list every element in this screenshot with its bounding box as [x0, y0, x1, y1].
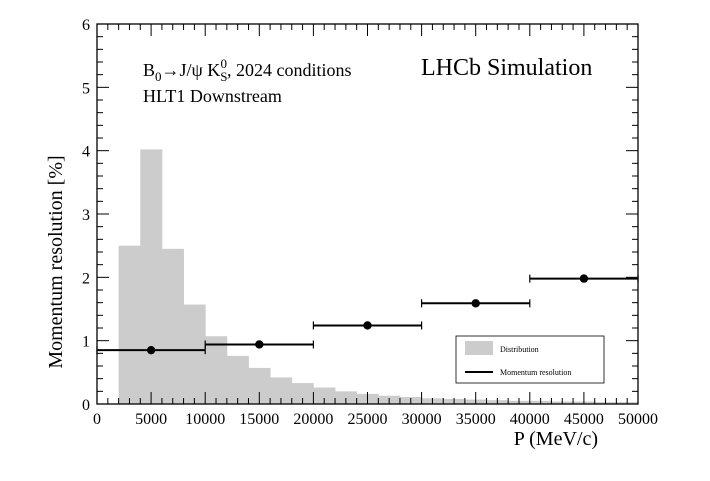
x-tick-label: 25000	[348, 411, 388, 428]
trigger-label: HLT1 Downstream	[143, 86, 282, 106]
resolution-point	[471, 299, 480, 308]
x-tick-label: 50000	[618, 411, 658, 428]
decay-middle: →J/ψ K	[162, 60, 221, 80]
histogram-bar	[313, 387, 336, 404]
legend: Distribution Momentum resolution	[455, 335, 605, 384]
y-tick-label: 1	[82, 334, 90, 351]
x-tick-label: 35000	[456, 411, 496, 428]
decay-suffix: , 2024 conditions	[227, 60, 352, 80]
decay-channel-label: B0→J/ψ KS0, 2024 conditions	[143, 56, 352, 84]
x-tick-label: 10000	[185, 411, 225, 428]
decay-superscript-2: 0	[221, 56, 228, 71]
histogram-bar	[118, 245, 141, 404]
tick-labels-layer: 0 5000 10000 15000 20000 25000 30000 35000 40000…	[82, 17, 658, 428]
legend-distribution-swatch	[465, 341, 493, 355]
x-tick-label: 30000	[402, 411, 442, 428]
histogram-bar	[291, 383, 314, 404]
decay-subscript-2: S	[220, 69, 227, 84]
histogram-bar	[183, 304, 206, 404]
legend-resolution-label: Momentum resolution	[500, 368, 571, 377]
legend-distribution-label: Distribution	[500, 345, 539, 354]
histogram-bar	[226, 355, 249, 404]
y-axis-title: Momentum resolution [%]	[45, 155, 67, 368]
x-tick-label: 0	[93, 411, 101, 428]
y-tick-label: 6	[82, 17, 90, 34]
histogram-bar	[140, 149, 163, 404]
y-tick-label: 0	[82, 397, 90, 414]
x-tick-label: 5000	[135, 411, 167, 428]
resolution-point	[255, 340, 264, 349]
x-axis-title: P (MeV/c)	[514, 428, 598, 450]
y-tick-label: 5	[82, 80, 90, 97]
histogram-bar	[335, 391, 358, 404]
lhcb-simulation-label: LHCb Simulation	[421, 55, 592, 81]
resolution-point	[363, 321, 372, 330]
y-tick-label: 4	[82, 144, 90, 161]
resolution-point	[146, 345, 156, 355]
y-tick-label: 3	[82, 207, 90, 224]
decay-prefix: B	[143, 60, 155, 80]
histogram-bar	[248, 367, 271, 404]
y-tick-label: 2	[82, 270, 90, 287]
x-tick-label: 15000	[239, 411, 279, 428]
x-tick-label: 40000	[510, 411, 550, 428]
x-tick-label: 45000	[564, 411, 604, 428]
plot-frame	[96, 23, 639, 405]
histogram-layer	[118, 149, 639, 404]
decay-subscript: 0	[155, 69, 162, 84]
resolution-point	[579, 274, 589, 283]
x-tick-label: 20000	[293, 411, 333, 428]
histogram-bar	[161, 248, 184, 404]
histogram-bar	[270, 377, 293, 404]
histogram-bar	[205, 336, 228, 404]
resolution-points-layer	[96, 274, 639, 355]
